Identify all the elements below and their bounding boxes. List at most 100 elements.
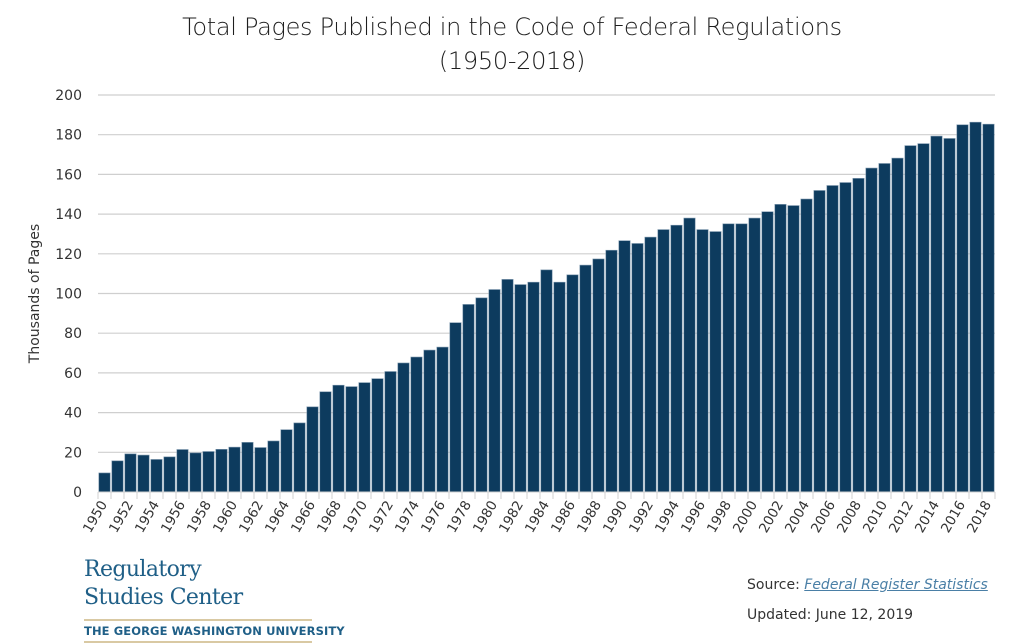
bar-1966 <box>306 406 319 493</box>
bar-1973 <box>397 362 410 493</box>
x-tick-label: 1974 <box>392 498 423 536</box>
bar-1992 <box>644 236 657 493</box>
x-tick-label: 1950 <box>80 498 111 536</box>
updated-date: Updated: June 12, 2019 <box>747 607 914 623</box>
bar-2001 <box>761 211 774 493</box>
y-tick-label: 120 <box>55 247 82 263</box>
x-tick-label: 1986 <box>548 498 579 536</box>
bar-1961 <box>241 442 254 493</box>
x-tick-label: 2000 <box>730 498 761 536</box>
bar-2000 <box>748 217 761 493</box>
bar-chart: 0 20 40 60 80 100 120 140 160 180 200 Thousands of… <box>27 88 996 536</box>
bars <box>98 121 995 493</box>
bar-1981 <box>501 279 514 493</box>
bar-1965 <box>293 422 306 493</box>
bar-1978 <box>462 304 475 493</box>
y-tick-label: 140 <box>55 207 82 223</box>
x-tick-label: 1994 <box>652 498 683 536</box>
x-tick-label: 1960 <box>210 498 241 536</box>
x-tick-label: 2008 <box>834 498 865 536</box>
x-tick-label: 2014 <box>912 498 943 536</box>
x-tick-label: 1992 <box>626 498 657 536</box>
bar-1964 <box>280 429 293 493</box>
x-tick-label: 1954 <box>132 498 163 536</box>
bar-1972 <box>384 371 397 493</box>
bar-2017 <box>969 121 982 493</box>
chart-footer: Source: Federal Register Statistics Upda… <box>747 575 988 635</box>
y-tick-label: 100 <box>55 287 82 303</box>
bar-2009 <box>865 167 878 493</box>
source-link[interactable]: Federal Register Statistics <box>804 577 988 593</box>
bar-1962 <box>254 447 267 493</box>
bar-1960 <box>228 446 241 493</box>
bar-1998 <box>722 223 735 493</box>
logo-divider-top <box>84 619 312 621</box>
x-tick-label: 1956 <box>158 498 189 536</box>
bar-1982 <box>514 284 527 493</box>
x-tick-label: 2006 <box>808 498 839 536</box>
bar-2015 <box>943 138 956 493</box>
y-tick-label: 40 <box>64 406 82 422</box>
x-tick-label: 1976 <box>418 498 449 536</box>
bar-2018 <box>982 123 995 493</box>
bar-2003 <box>787 205 800 493</box>
bar-2005 <box>813 190 826 493</box>
bar-1987 <box>579 264 592 493</box>
x-tick-label: 2002 <box>756 498 787 536</box>
bar-2016 <box>956 124 969 493</box>
bar-1990 <box>618 240 631 493</box>
x-tick-label: 2010 <box>860 498 891 536</box>
bar-1967 <box>319 391 332 493</box>
x-tick-label: 1984 <box>522 498 553 536</box>
bar-1955 <box>163 456 176 493</box>
bar-1997 <box>709 231 722 493</box>
bar-1996 <box>696 229 709 493</box>
bar-1959 <box>215 449 228 493</box>
bar-1971 <box>371 378 384 493</box>
bar-2011 <box>891 157 904 493</box>
bar-1995 <box>683 217 696 493</box>
x-tick-label: 1982 <box>496 498 527 536</box>
x-tick-label: 2012 <box>886 498 917 536</box>
x-tick-label: 1996 <box>678 498 709 536</box>
x-tick-label: 1990 <box>600 498 631 536</box>
y-axis-ticks: 0 20 40 60 80 100 120 140 160 180 200 <box>55 88 82 501</box>
bar-1957 <box>189 452 202 493</box>
bar-1979 <box>475 297 488 493</box>
bar-1985 <box>553 281 566 493</box>
bar-2004 <box>800 198 813 493</box>
x-tick-label: 1964 <box>262 498 293 536</box>
x-tick-label: 1980 <box>470 498 501 536</box>
x-tick-label: 1962 <box>236 498 267 536</box>
bar-1969 <box>345 386 358 493</box>
logo-line-1: Regulatory <box>84 557 202 582</box>
x-tick-label: 1970 <box>340 498 371 536</box>
bar-2008 <box>852 178 865 493</box>
x-tick-label: 1988 <box>574 498 605 536</box>
bar-2012 <box>904 145 917 493</box>
bar-1993 <box>657 229 670 493</box>
x-tick-label: 2018 <box>964 498 995 536</box>
bar-1956 <box>176 449 189 493</box>
y-tick-label: 200 <box>55 88 82 104</box>
bar-1983 <box>527 281 540 493</box>
bar-1984 <box>540 269 553 493</box>
bar-1952 <box>124 453 137 493</box>
y-tick-label: 60 <box>64 366 82 382</box>
bar-1999 <box>735 223 748 493</box>
bar-1954 <box>150 459 163 493</box>
x-tick-label: 1998 <box>704 498 735 536</box>
y-tick-label: 80 <box>64 326 82 342</box>
bar-2002 <box>774 204 787 493</box>
bar-1977 <box>449 322 462 493</box>
bar-1963 <box>267 440 280 493</box>
y-tick-label: 160 <box>55 167 82 183</box>
x-tick-label: 1978 <box>444 498 475 536</box>
y-tick-label: 180 <box>55 128 82 144</box>
regulatory-studies-center-logo: Regulatory Studies Center THE GEORGE WAS… <box>84 556 345 643</box>
bar-2013 <box>917 143 930 493</box>
x-axis: 1950195219541956195819601962196419661968… <box>80 491 996 536</box>
bar-1991 <box>631 243 644 493</box>
x-tick-label: 1958 <box>184 498 215 536</box>
bar-1989 <box>605 249 618 493</box>
